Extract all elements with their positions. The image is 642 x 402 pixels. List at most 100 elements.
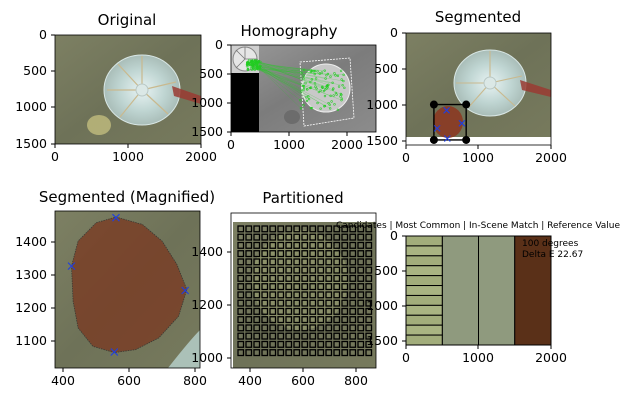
match-point (332, 94, 335, 97)
partition-cell (349, 316, 357, 324)
panel-original: Original 0 1000 2000 (15, 11, 217, 164)
bounding-box (433, 103, 467, 141)
partition-cell (245, 332, 253, 340)
match-point (299, 107, 303, 110)
partition-cell (357, 258, 365, 266)
match-point (309, 106, 313, 110)
partition-cell (309, 340, 317, 348)
match-point (316, 101, 319, 105)
candidate-stripe (405, 255, 443, 267)
y-tick-label: 1300 (15, 267, 47, 282)
match-point (339, 69, 343, 72)
partition-cell (341, 332, 349, 340)
partition-cell (269, 340, 277, 348)
partition-cell (237, 316, 245, 324)
match-point (325, 87, 328, 90)
partition-cell (277, 258, 285, 266)
match-point (305, 96, 308, 99)
match-point (310, 107, 314, 110)
partition-cell (317, 250, 325, 258)
magnified-overlay (67, 213, 190, 356)
partition-cell (237, 266, 245, 274)
partition-cell (293, 349, 301, 357)
partition-cell (261, 233, 269, 241)
partition-cell (341, 250, 349, 258)
partition-cell (261, 274, 269, 282)
partition-cell (293, 225, 301, 233)
partition-cell (269, 283, 277, 291)
partition-cell (245, 299, 253, 307)
color-segment (478, 235, 516, 346)
partition-cell (237, 241, 245, 249)
x-tick-label: 0 (402, 150, 410, 165)
partition-cell (301, 307, 309, 315)
match-line (251, 62, 334, 90)
match-point (313, 82, 317, 85)
partition-cell (277, 233, 285, 241)
partition-cell (301, 299, 309, 307)
partition-cell (365, 241, 373, 249)
partition-cell (261, 349, 269, 357)
y-tick-label: 1200 (15, 300, 47, 315)
match-point (323, 94, 327, 98)
partition-cell (333, 258, 341, 266)
match-point (343, 86, 346, 90)
partition-cell (301, 250, 309, 258)
partition-cell (269, 324, 277, 332)
match-point (329, 94, 332, 98)
partition-cell (285, 258, 293, 266)
match-point (302, 68, 306, 72)
match-point (318, 72, 322, 75)
partition-cell (349, 340, 357, 348)
partition-cell (333, 274, 341, 282)
x-tick-label: 2000 (331, 137, 363, 152)
partition-cell (293, 324, 301, 332)
partition-cell (333, 283, 341, 291)
y-tick-label: 1000 (366, 97, 398, 112)
partition-cell (269, 258, 277, 266)
partition-cell (357, 299, 365, 307)
partition-cell (301, 258, 309, 266)
match-line (253, 64, 325, 71)
partition-cell (269, 349, 277, 357)
partition-cell (253, 291, 261, 299)
partition-cell (237, 299, 245, 307)
partition-cell (301, 225, 309, 233)
partition-cell (357, 332, 365, 340)
match-point (326, 72, 330, 76)
partition-cell (245, 349, 253, 357)
x-tick-label: 800 (344, 373, 368, 388)
partition-cell (277, 225, 285, 233)
partition-cell (365, 250, 373, 258)
y-tick-label: 1500 (366, 133, 398, 148)
y-tick-label: 0 (390, 25, 398, 40)
partition-cell (253, 307, 261, 315)
y-tick-label: 500 (374, 263, 398, 278)
match-line (257, 62, 341, 95)
partition-cell (309, 324, 317, 332)
x-marker (458, 119, 466, 127)
partition-cell (237, 349, 245, 357)
x-tick-label: 1000 (462, 350, 494, 365)
partition-cell (245, 324, 253, 332)
partition-cell (285, 316, 293, 324)
partition-cell (333, 241, 341, 249)
match-point (256, 60, 260, 63)
x-marker (443, 106, 450, 114)
partition-cell (325, 266, 333, 274)
partition-cell (261, 250, 269, 258)
partition-cell (349, 250, 357, 258)
x-tick-label: 2000 (535, 350, 567, 365)
partition-cell (309, 291, 317, 299)
partition-cell (269, 307, 277, 315)
partition-cell (301, 349, 309, 357)
match-point (334, 74, 337, 77)
partition-cell (357, 266, 365, 274)
match-point (250, 65, 254, 68)
partition-cell (357, 225, 365, 233)
partition-cell (317, 307, 325, 315)
match-point (314, 77, 318, 80)
y-tick-label: 1000 (366, 298, 398, 313)
match-point (339, 95, 342, 98)
partition-cell (349, 299, 357, 307)
